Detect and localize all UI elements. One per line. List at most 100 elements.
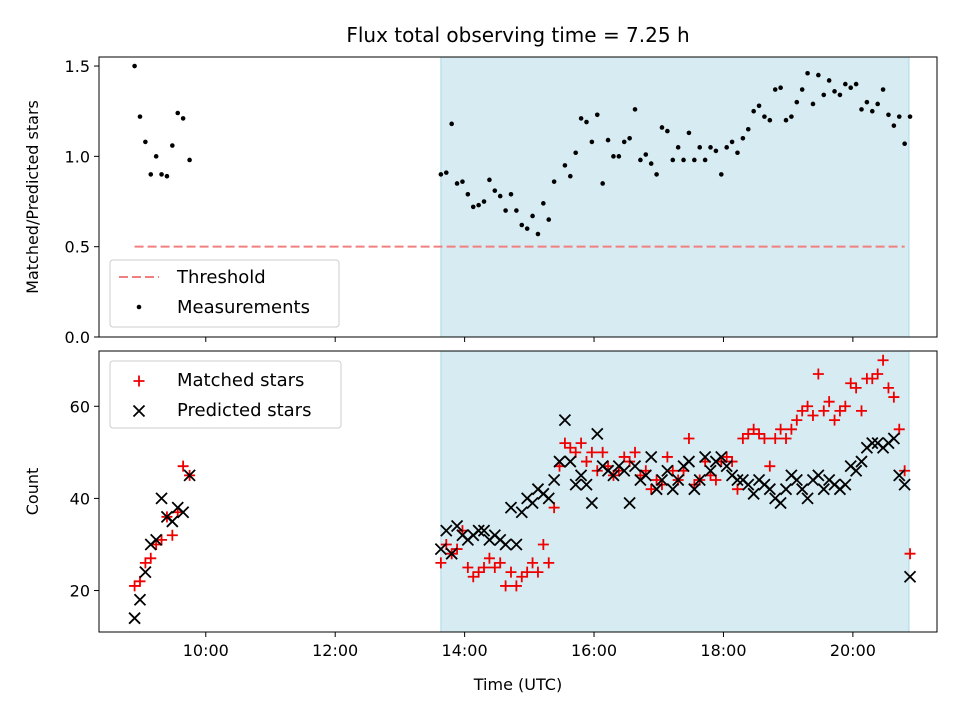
predicted-star-marker: [731, 473, 744, 487]
measurement-point: [869, 108, 875, 114]
matched-star-marker: [483, 552, 495, 564]
measurement-point: [702, 157, 708, 163]
predicted-star-marker: [747, 487, 760, 500]
measurement-point: [654, 172, 659, 177]
matched-star-marker: [532, 566, 544, 578]
measurement-point: [778, 85, 783, 91]
predicted-star-marker: [693, 473, 706, 487]
matched-star-marker: [769, 433, 781, 445]
matched-star-marker: [586, 446, 598, 458]
predicted-star-marker: [510, 538, 523, 551]
measurement-point: [584, 119, 589, 125]
legend-box: [109, 259, 340, 328]
predicted-star-marker: [704, 464, 717, 477]
predicted-star-marker: [817, 483, 830, 496]
measurement-point: [503, 208, 508, 213]
measurement-point: [143, 139, 148, 145]
measurement-point: [864, 99, 870, 105]
measurement-point: [810, 101, 816, 107]
predicted-star-marker: [139, 565, 152, 579]
matched-star-marker: [850, 382, 862, 394]
measurement-point: [164, 173, 170, 179]
matched-star-marker: [753, 428, 765, 440]
measurement-point: [621, 139, 627, 145]
top-observing-span: [440, 56, 910, 338]
matched-star-marker: [758, 433, 770, 445]
top-axes-frame: [98, 56, 938, 338]
predicted-star-marker: [553, 455, 566, 468]
measurement-point: [568, 173, 573, 179]
measurement-point: [783, 117, 789, 123]
measurement-point: [551, 179, 557, 184]
predicted-star-marker: [607, 469, 620, 482]
measurement-point: [907, 114, 913, 119]
predicted-star-marker: [183, 469, 196, 482]
x-tick-label: 18:00: [700, 641, 746, 660]
measurement-point: [859, 107, 864, 112]
measurement-point: [465, 191, 471, 197]
matched-star-marker: [559, 437, 571, 449]
measurement-point: [891, 123, 897, 128]
predicted-star-marker: [504, 501, 518, 514]
matched-star-marker: [521, 566, 533, 578]
matched-star-marker: [683, 433, 695, 445]
matched-star-marker: [510, 580, 522, 592]
x-tick-label: 20:00: [830, 641, 876, 660]
predicted-star-marker: [580, 478, 593, 491]
matched-star-marker: [791, 414, 803, 426]
matched-star-marker: [467, 571, 479, 583]
y-tick-label: 0.0: [65, 328, 90, 347]
measurement-point: [875, 101, 880, 107]
predicted-star-marker: [434, 542, 448, 556]
measurement-point: [659, 125, 665, 130]
y-tick-label: 1.0: [65, 147, 90, 166]
predicted-star-marker: [623, 496, 636, 510]
predicted-star-marker: [790, 473, 803, 487]
top-y-axis-label: Matched/Predicted stars: [23, 100, 42, 294]
bottom-panel: 20 40 60 Count 10:00 12:00 14:00 16:00 18:00 20:0…: [23, 350, 938, 694]
predicted-star-marker: [133, 593, 147, 606]
measurement-point: [799, 87, 805, 92]
matched-star-marker: [877, 354, 889, 366]
measurement-point: [476, 202, 481, 208]
matched-star-marker: [818, 405, 830, 417]
measurement-point: [686, 130, 692, 136]
matched-star-marker: [829, 414, 841, 426]
measurement-point: [460, 179, 465, 184]
measurement-point: [826, 78, 832, 83]
matched-star-marker: [166, 529, 178, 541]
measurement-point: [594, 112, 600, 118]
bottom-legend: Matched stars Predicted stars: [109, 360, 342, 429]
measurement-point: [665, 128, 670, 134]
measurement-point: [497, 193, 503, 199]
matched-star-marker: [823, 396, 835, 408]
measurement-point: [153, 154, 159, 159]
matched-star-marker: [580, 456, 592, 468]
predicted-star-marker: [542, 492, 555, 505]
measurement-point: [578, 116, 584, 121]
predicted-star-marker: [499, 538, 512, 551]
measurement-point: [137, 114, 143, 119]
y-tick-label: 60: [70, 397, 90, 416]
matched-star-marker: [888, 391, 900, 403]
predicted-star-marker: [440, 524, 453, 537]
matched-star-marker: [834, 405, 846, 417]
measurement-point: [454, 181, 460, 186]
measurement-point: [762, 114, 767, 119]
measurement-point: [735, 150, 740, 156]
predicted-star-marker: [812, 469, 825, 482]
measurement-point: [187, 157, 192, 163]
predicted-star-marker: [526, 496, 539, 510]
predicted-star-marker: [855, 455, 868, 468]
measurement-point: [751, 108, 756, 114]
predicted-star-marker: [569, 478, 582, 491]
x-axis-label: Time (UTC): [473, 675, 562, 694]
measurement-point: [170, 143, 175, 148]
measurement-point: [837, 92, 843, 98]
measurement-point: [697, 145, 703, 150]
matched-star-marker: [478, 562, 490, 574]
predicted-star-marker: [639, 469, 652, 482]
measurement-point: [718, 172, 724, 177]
measurement-point: [562, 163, 568, 168]
